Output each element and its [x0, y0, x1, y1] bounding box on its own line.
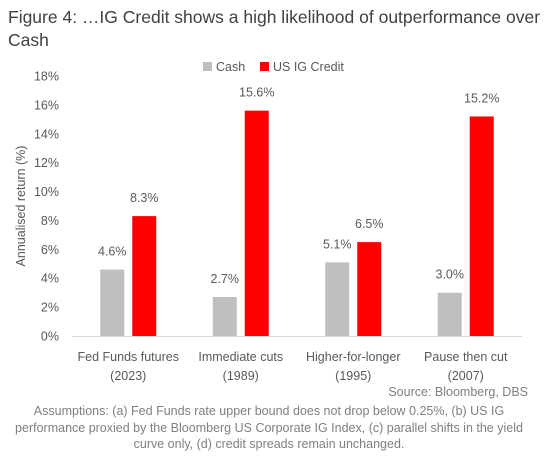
data-label: 15.2% — [464, 91, 499, 105]
x-tick-label: (2007) — [448, 369, 484, 383]
y-tick-label: 2% — [41, 301, 59, 315]
y-tick-label: 6% — [41, 243, 59, 257]
x-tick-label: Pause then cut — [424, 350, 508, 364]
data-labels: 4.6% 2.7% 5.1% 3.0% 8.3% 15.6% 6.5% 15.2% — [98, 86, 499, 286]
x-tick-label: (1995) — [335, 369, 371, 383]
bar-cash — [325, 262, 350, 336]
y-tick-label: 8% — [41, 214, 59, 228]
data-label: 3.0% — [436, 268, 465, 282]
y-tick-label: 14% — [34, 127, 59, 141]
source-note: Source: Bloomberg, DBS — [388, 385, 528, 399]
bars — [100, 110, 494, 337]
bar-cash — [100, 269, 125, 336]
y-axis-ticks: 0% 2% 4% 6% 8% 10% 12% 14% 16% 18% — [34, 70, 59, 344]
y-axis-title: Annualised return (%) — [14, 146, 28, 267]
data-label: 4.6% — [98, 245, 127, 259]
x-tick-label: Immediate cuts — [198, 350, 283, 364]
bar-us-ig-credit — [244, 110, 269, 337]
y-tick-label: 16% — [34, 98, 59, 112]
legend-label: US IG Credit — [273, 60, 344, 74]
data-label: 15.6% — [239, 86, 274, 100]
y-tick-label: 12% — [34, 156, 59, 170]
x-tick-label: Higher-for-longer — [306, 350, 400, 364]
legend: Cash US IG Credit — [203, 60, 344, 74]
data-label: 2.7% — [211, 272, 240, 286]
y-tick-label: 10% — [34, 185, 59, 199]
y-axis-label-group: Annualised return (%) — [14, 146, 28, 267]
y-tick-label: 0% — [41, 330, 59, 344]
data-label: 6.5% — [355, 217, 384, 231]
bar-us-ig-credit — [469, 116, 494, 336]
bar-us-ig-credit — [132, 216, 157, 336]
legend-swatch — [260, 62, 269, 71]
legend-label: Cash — [216, 60, 245, 74]
data-label: 5.1% — [323, 237, 352, 251]
data-label: 8.3% — [130, 191, 159, 205]
legend-swatch — [203, 62, 212, 71]
y-tick-label: 4% — [41, 272, 59, 286]
bar-us-ig-credit — [357, 242, 382, 336]
chart-title: Figure 4: …IG Credit shows a high likeli… — [8, 7, 541, 50]
bar-cash — [212, 297, 237, 336]
y-tick-label: 18% — [34, 70, 59, 84]
x-axis-ticks: Fed Funds futures (2023) Immediate cuts (19… — [78, 350, 508, 383]
x-tick-label: (1989) — [223, 369, 259, 383]
x-tick-label: Fed Funds futures — [78, 350, 179, 364]
x-tick-label: (2023) — [110, 369, 146, 383]
assumptions-note: Assumptions: (a) Fed Funds rate upper bo… — [15, 404, 523, 451]
bar-cash — [437, 292, 462, 336]
